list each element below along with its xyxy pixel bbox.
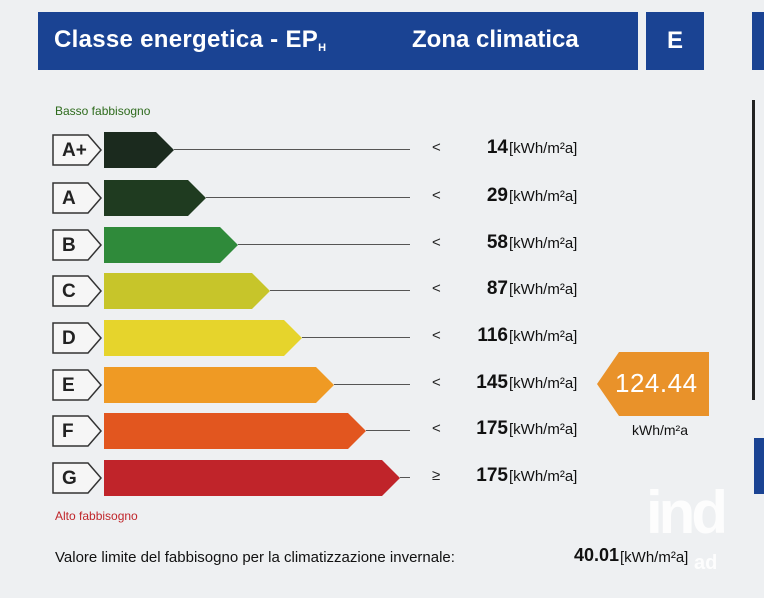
threshold-comparator: < bbox=[432, 420, 441, 437]
class-label-box: A bbox=[52, 182, 102, 214]
class-label: B bbox=[62, 235, 76, 256]
class-bar bbox=[104, 320, 302, 356]
climate-zone-value: E bbox=[646, 12, 704, 70]
threshold-comparator: < bbox=[432, 139, 441, 156]
class-label-box: F bbox=[52, 415, 102, 447]
energy-class-row: A+ <14 [kWh/m²a] bbox=[52, 132, 592, 168]
climate-zone-label: Zona climatica bbox=[412, 26, 579, 53]
leader-line bbox=[238, 244, 410, 245]
class-label: F bbox=[62, 421, 74, 442]
threshold-comparator: < bbox=[432, 187, 441, 204]
threshold-value: 87 bbox=[486, 278, 508, 299]
leader-line bbox=[270, 290, 410, 291]
class-bar bbox=[104, 132, 174, 168]
class-label-box: D bbox=[52, 322, 102, 354]
right-side-block bbox=[754, 438, 764, 494]
threshold-unit: [kWh/m²a] bbox=[509, 281, 578, 298]
leader-line bbox=[302, 337, 410, 338]
class-label: A+ bbox=[62, 140, 87, 161]
watermark-logo: ind bbox=[646, 479, 728, 546]
current-value: 124.44 bbox=[615, 368, 698, 398]
class-label: A bbox=[62, 188, 76, 209]
right-divider bbox=[752, 100, 755, 400]
threshold-comparator: < bbox=[432, 280, 441, 297]
leader-line bbox=[400, 477, 410, 478]
energy-class-title: Classe energetica - EPH bbox=[54, 26, 327, 54]
threshold-comparator: ≥ bbox=[432, 467, 441, 484]
high-demand-label: Alto fabbisogno bbox=[55, 509, 138, 523]
energy-class-row: F <175 [kWh/m²a] bbox=[52, 413, 592, 449]
threshold-unit: [kWh/m²a] bbox=[509, 421, 578, 438]
class-bar bbox=[104, 460, 400, 496]
threshold-comparator: < bbox=[432, 234, 441, 251]
threshold-unit: [kWh/m²a] bbox=[509, 328, 578, 345]
threshold-value: 175 bbox=[476, 418, 508, 439]
current-value-unit: kWh/m²a bbox=[632, 422, 688, 438]
class-label: D bbox=[62, 328, 76, 349]
threshold-comparator: < bbox=[432, 327, 441, 344]
energy-class-row: G ≥175 [kWh/m²a] bbox=[52, 460, 592, 496]
class-label: C bbox=[62, 281, 76, 302]
limit-value: 40.01 bbox=[574, 545, 620, 565]
class-label-box: E bbox=[52, 369, 102, 401]
class-bar bbox=[104, 180, 206, 216]
class-bar bbox=[104, 367, 334, 403]
leader-line bbox=[334, 384, 410, 385]
class-label-box: G bbox=[52, 462, 102, 494]
watermark-logo-sub: ad bbox=[694, 552, 718, 574]
right-header-edge bbox=[752, 12, 764, 70]
threshold-unit: [kWh/m²a] bbox=[509, 188, 578, 205]
current-value-indicator: 124.44 bbox=[597, 352, 709, 416]
class-label: E bbox=[62, 375, 75, 396]
threshold-value: 14 bbox=[486, 137, 508, 158]
low-demand-label: Basso fabbisogno bbox=[55, 104, 151, 118]
energy-class-row: C <87 [kWh/m²a] bbox=[52, 273, 592, 309]
class-label-box: C bbox=[52, 275, 102, 307]
threshold-unit: [kWh/m²a] bbox=[509, 235, 578, 252]
leader-line bbox=[366, 430, 410, 431]
header-bar: Classe energetica - EPH Zona climatica bbox=[38, 12, 638, 70]
class-label-box: B bbox=[52, 229, 102, 261]
threshold-comparator: < bbox=[432, 374, 441, 391]
energy-class-row: D <116 [kWh/m²a] bbox=[52, 320, 592, 356]
class-label-box: A+ bbox=[52, 134, 102, 166]
energy-class-row: A <29 [kWh/m²a] bbox=[52, 180, 592, 216]
threshold-value: 175 bbox=[476, 465, 508, 486]
leader-line bbox=[174, 149, 410, 150]
threshold-unit: [kWh/m²a] bbox=[509, 140, 578, 157]
threshold-unit: [kWh/m²a] bbox=[509, 468, 578, 485]
class-label: G bbox=[62, 468, 77, 489]
leader-line bbox=[206, 197, 410, 198]
class-bar bbox=[104, 227, 238, 263]
threshold-value: 116 bbox=[477, 325, 508, 346]
threshold-value: 29 bbox=[486, 185, 508, 206]
limit-value-unit: [kWh/m²a] bbox=[620, 549, 689, 566]
threshold-unit: [kWh/m²a] bbox=[509, 375, 578, 392]
threshold-value: 58 bbox=[486, 232, 508, 253]
class-bar bbox=[104, 413, 366, 449]
threshold-value: 145 bbox=[476, 372, 508, 393]
limit-value-label: Valore limite del fabbisogno per la clim… bbox=[55, 549, 455, 566]
class-bar bbox=[104, 273, 270, 309]
energy-class-row: E <145 [kWh/m²a] bbox=[52, 367, 592, 403]
energy-class-row: B <58 [kWh/m²a] bbox=[52, 227, 592, 263]
